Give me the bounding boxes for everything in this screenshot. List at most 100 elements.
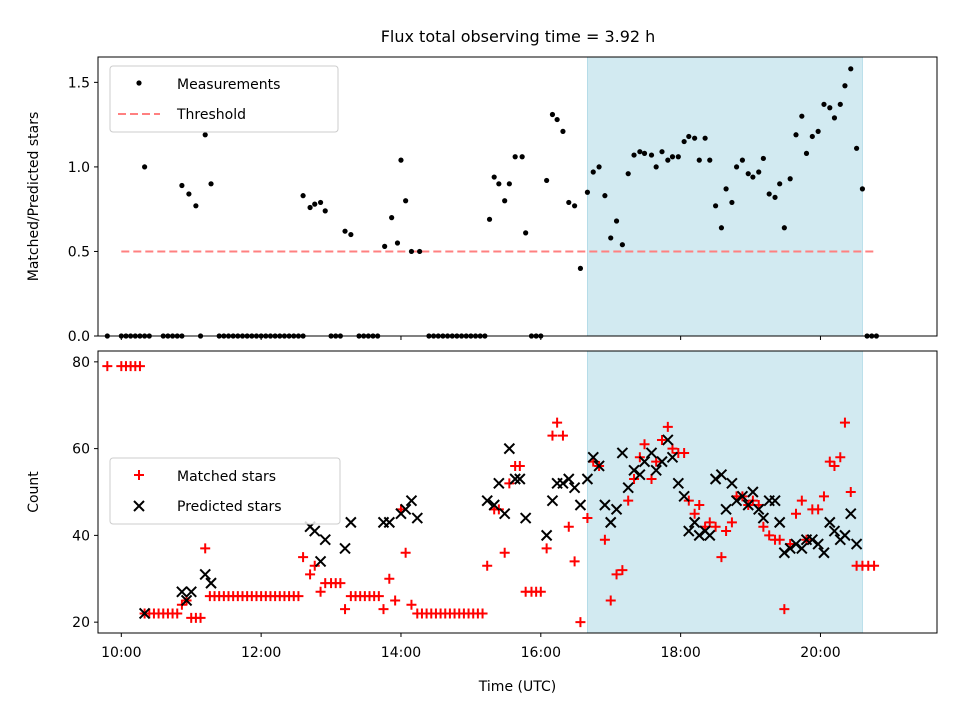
- measurement-point: [577, 265, 584, 271]
- measurement-point: [772, 194, 778, 200]
- measurement-point: [519, 154, 525, 160]
- predicted-star-marker: [726, 477, 738, 490]
- y-tick-label: 0.0: [68, 329, 90, 345]
- predicted-star-marker: [845, 507, 857, 520]
- matched-star-marker: [340, 604, 351, 615]
- predicted-star-marker: [498, 507, 511, 520]
- predicted-star-marker: [704, 529, 716, 542]
- measurement-point: [831, 115, 838, 121]
- measurement-point: [596, 164, 602, 170]
- x-tick-label: 10:00: [101, 645, 141, 661]
- predicted-star-marker: [493, 477, 505, 490]
- measurement-point: [787, 176, 793, 182]
- matched-star-marker: [694, 500, 705, 511]
- matched-star-marker: [651, 456, 662, 467]
- predicted-star-marker: [309, 525, 321, 537]
- predicted-star-marker: [176, 586, 188, 598]
- y-tick-label: 40: [72, 528, 90, 544]
- matched-star-marker: [373, 591, 384, 602]
- predicted-star-marker: [688, 516, 701, 529]
- measurement-point: [496, 181, 502, 187]
- x-axis-label: Time (UTC): [478, 679, 556, 695]
- matched-star-marker: [384, 573, 395, 584]
- measurement-point: [707, 157, 713, 163]
- predicted-star-marker: [185, 586, 197, 598]
- matched-star-marker: [477, 608, 488, 619]
- matched-star-marker: [172, 608, 183, 619]
- matched-star-marker: [869, 560, 880, 571]
- measurement-point: [745, 171, 751, 177]
- predicted-star-marker: [610, 503, 623, 516]
- predicted-star-marker: [568, 481, 581, 494]
- measurement-point: [793, 132, 799, 138]
- predicted-star-marker: [638, 455, 651, 468]
- matched-star-marker: [824, 456, 835, 467]
- predicted-star-marker: [773, 516, 786, 529]
- matched-star-marker: [102, 361, 113, 372]
- legend-box: [109, 457, 341, 525]
- legend-label: Threshold: [176, 107, 246, 123]
- predicted-star-marker: [540, 529, 553, 542]
- matched-star-marker: [309, 560, 320, 571]
- y-tick-label: 60: [72, 442, 90, 458]
- measurement-point: [179, 182, 185, 189]
- predicted-star-marker: [666, 451, 679, 463]
- predicted-star-marker: [715, 468, 728, 481]
- predicted-star-marker: [736, 490, 749, 503]
- measurement-point: [781, 225, 787, 231]
- matched-star-marker: [779, 604, 790, 615]
- measurement-point: [523, 230, 529, 236]
- predicted-star-marker: [742, 499, 754, 511]
- matched-star-marker: [563, 521, 574, 532]
- predicted-star-marker: [557, 477, 569, 490]
- measurement-point: [625, 171, 631, 177]
- matched-star-marker: [305, 569, 316, 580]
- predicted-star-marker: [205, 577, 217, 589]
- measurement-point: [799, 113, 805, 119]
- predicted-star-marker: [481, 494, 493, 507]
- predicted-star-marker: [622, 481, 634, 494]
- measurement-point: [554, 116, 560, 123]
- measurement-point: [766, 191, 772, 197]
- measurement-point: [348, 231, 354, 238]
- predicted-star-marker: [812, 538, 824, 550]
- predicted-star-marker: [593, 460, 605, 472]
- predicted-star-marker: [563, 473, 575, 485]
- predicted-star-marker: [645, 447, 658, 459]
- matched-star-marker: [656, 434, 667, 445]
- predicted-star-marker: [784, 542, 796, 555]
- predicted-star-marker: [678, 490, 690, 503]
- predicted-star-marker: [314, 555, 327, 568]
- measurement-point: [681, 138, 687, 145]
- predicted-star-marker: [850, 538, 863, 550]
- measurement-point: [739, 157, 745, 163]
- measurement-point: [186, 191, 192, 197]
- measurement-point: [696, 157, 702, 163]
- matched-star-marker: [599, 534, 610, 545]
- measurement-point: [665, 157, 671, 163]
- matched-star-marker: [721, 526, 732, 537]
- measurement-point: [512, 154, 518, 160]
- matched-star-marker: [390, 595, 401, 606]
- matched-star-marker: [679, 447, 690, 458]
- measurement-point: [193, 203, 199, 209]
- y-tick-label: 1.5: [68, 75, 90, 91]
- predicted-star-marker: [683, 525, 695, 537]
- predicted-star-marker: [616, 447, 629, 459]
- measurement-point: [312, 201, 318, 207]
- y-axis-label: Count: [26, 471, 42, 513]
- matched-star-marker: [535, 586, 546, 597]
- measurement-point: [417, 248, 423, 255]
- predicted-star-marker: [509, 473, 521, 485]
- matched-star-marker: [378, 604, 389, 615]
- predicted-star-marker: [720, 503, 732, 516]
- matched-star-marker: [839, 417, 850, 428]
- predicted-star-marker: [839, 529, 851, 542]
- measurement-point: [142, 164, 148, 170]
- measurement-point: [394, 240, 401, 246]
- matched-star-marker: [704, 517, 715, 528]
- predicted-star-marker: [650, 464, 662, 477]
- matched-star-marker: [541, 543, 552, 554]
- matched-star-marker: [710, 521, 721, 532]
